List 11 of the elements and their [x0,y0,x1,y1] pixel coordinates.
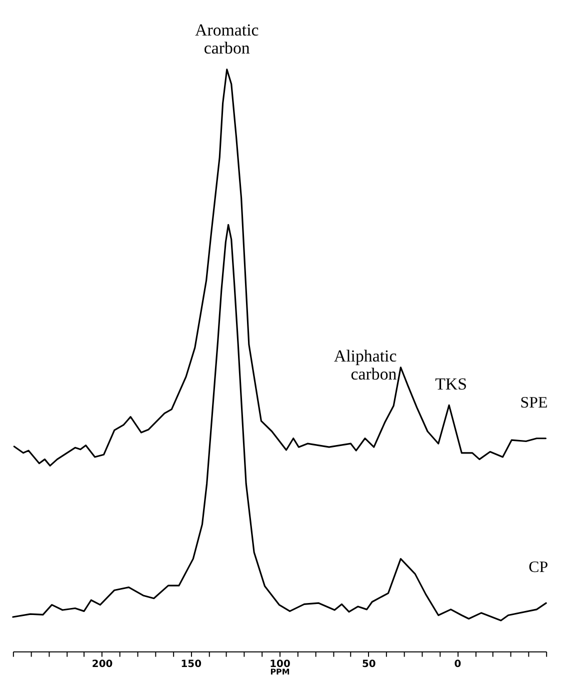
x-tick-label: 150 [180,658,202,670]
x-tick-label: 0 [454,658,462,670]
series-label: CP [528,559,548,576]
series-label: SPE [520,394,548,412]
annotation: Aliphatic carbon [334,346,398,384]
x-tick-label: 100 [270,658,290,670]
x-axis-title: PPM [270,668,290,677]
x-tick-label: 50 [362,658,376,670]
x-tick-label: 200 [92,658,113,670]
annotation: Aromatic carbon [195,20,259,58]
annotation: TKS [435,374,467,394]
